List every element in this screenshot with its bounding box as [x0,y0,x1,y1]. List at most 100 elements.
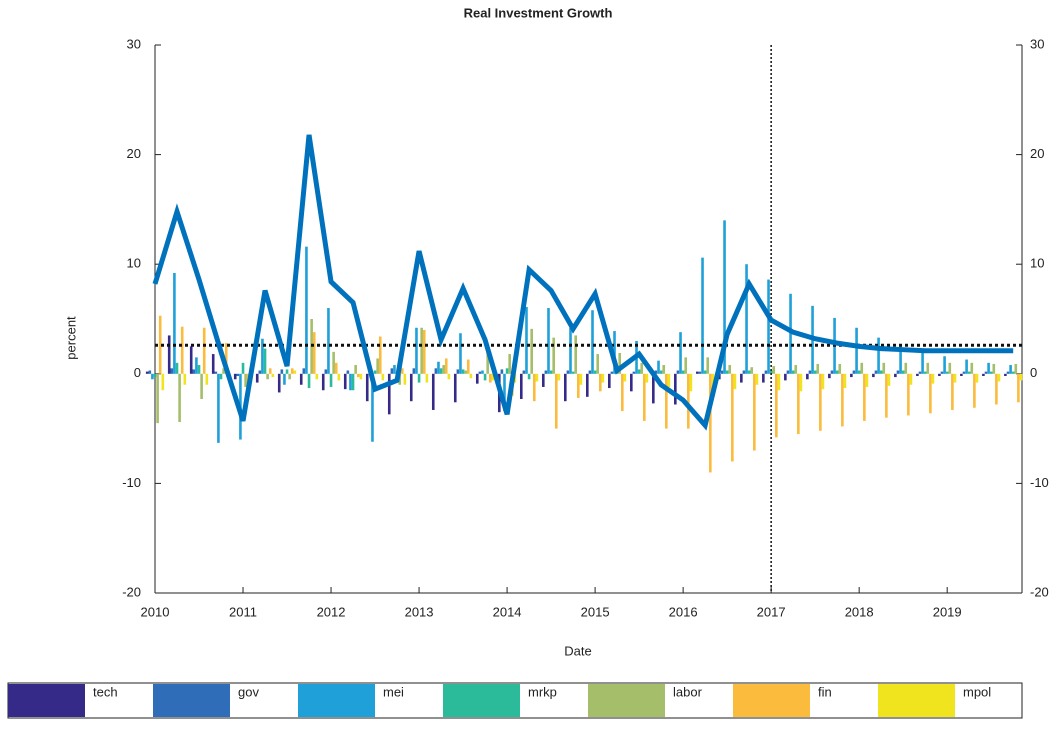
bar [349,373,352,391]
bar [327,308,330,374]
bar [461,369,465,374]
x-tick-label: 2019 [933,604,962,619]
bar [907,373,910,416]
legend-label: labor [673,684,703,699]
bar [541,373,545,387]
bar [505,368,509,374]
bar [403,373,407,385]
bar [280,369,284,374]
bar [1019,373,1023,381]
bar [865,373,869,387]
bar [885,373,888,418]
bar [400,368,404,374]
bar [733,373,737,390]
bar [378,336,382,374]
bar [365,373,369,402]
bar [591,310,594,374]
bar [491,373,495,381]
bar [662,365,666,374]
bar [271,373,275,378]
bar [731,373,734,462]
y-tick-label: 20 [127,146,141,161]
bar [161,373,165,391]
y2-tick-label: 10 [1030,256,1044,271]
x-tick-label: 2011 [229,604,257,619]
bar [967,371,971,374]
bar [808,370,812,374]
bar [698,371,702,374]
bar [687,373,690,429]
bar [299,373,303,385]
bar [945,371,949,374]
bar [148,370,152,374]
bar [189,346,193,374]
bar [923,371,927,374]
bar [772,366,776,374]
bar [750,367,754,374]
bar [1017,373,1020,403]
bar [447,373,451,380]
bar [797,373,800,435]
bar [444,358,448,374]
bar [681,370,685,374]
bar [241,362,245,374]
bar [659,370,663,374]
bar [302,368,306,374]
bar [709,373,712,473]
bar [167,335,171,374]
bar [224,343,228,374]
bar [156,373,159,424]
bar [170,368,174,374]
bar [293,370,297,374]
bar [197,365,201,374]
bar [775,373,778,438]
bar [236,373,240,376]
bar [569,327,572,374]
bar [486,348,489,374]
legend-swatch [153,684,230,717]
bar [637,369,641,374]
bar [632,371,636,374]
bar [175,362,179,374]
bar [244,373,247,387]
bar [277,373,281,393]
bar [373,370,377,374]
bar [586,373,589,397]
bar [951,373,954,410]
bar [654,370,658,374]
bar [315,373,319,380]
bar [630,373,633,392]
bar [813,370,817,374]
bar [1004,373,1007,376]
bar [799,373,803,392]
bar [387,373,391,415]
bar [1011,371,1015,374]
bar [312,332,316,374]
bar [371,373,374,442]
bar [643,373,646,421]
bar [901,370,905,374]
bar [321,373,325,391]
bar [872,373,875,378]
bar [337,373,341,381]
bar [178,373,181,423]
legend-swatch [733,684,810,717]
bar [434,368,438,374]
bar [894,373,897,378]
bar [258,370,262,374]
bar [588,370,592,374]
bar [926,362,930,374]
bar [481,370,484,374]
legend-label: fin [818,684,832,699]
bar [214,371,218,374]
bar [975,373,979,383]
bar [720,370,724,374]
bar [412,368,416,374]
bar [183,373,187,385]
bar [425,373,429,383]
bar [623,373,627,382]
bar [667,373,671,387]
legend-label: mpol [963,684,991,699]
bar [211,354,215,374]
